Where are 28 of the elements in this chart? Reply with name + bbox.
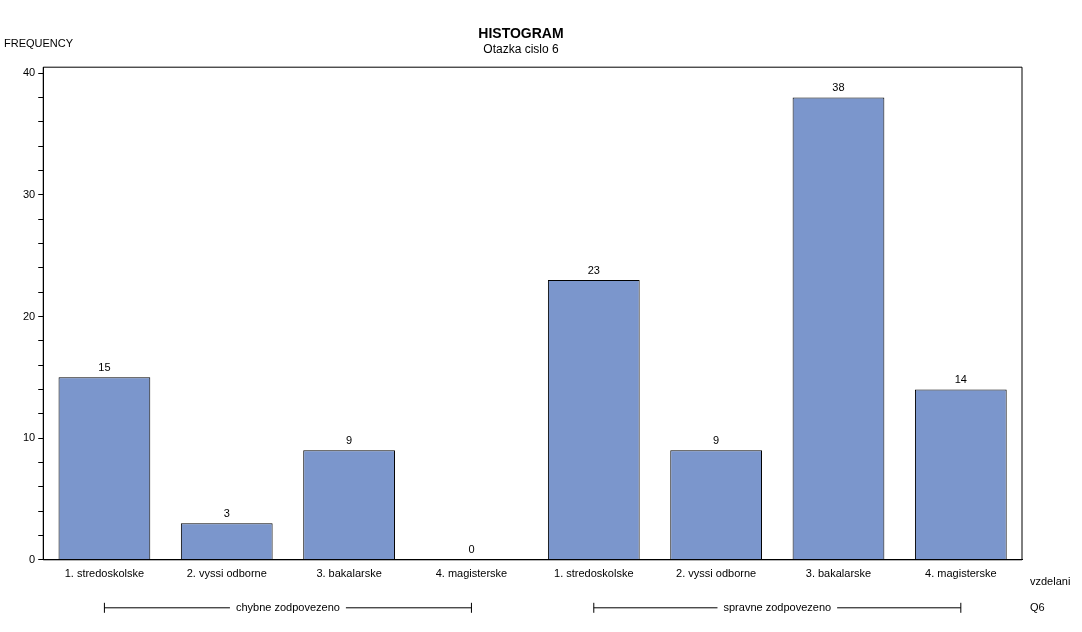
data-label: 38 (832, 81, 845, 94)
x-tick-label: 1. stredoskolske (64, 567, 145, 580)
x-tick-label: 4. magisterske (435, 567, 508, 580)
x-tick-label: 1. stredoskolske (554, 567, 634, 580)
text: spravne zodpovezeno (723, 600, 832, 613)
x-tick-label: 3. bakalarske (805, 567, 872, 580)
y-tick-label: 40 (22, 66, 36, 79)
x-tick-label: 4. magisterske (925, 567, 997, 580)
text: chybne zodpovezeno (235, 600, 340, 613)
data-label: 14 (954, 373, 967, 386)
y-tick-label: 0 (29, 552, 36, 565)
y-tick-label: 30 (22, 187, 36, 200)
x-tick-label: 2. vyssi odborne (676, 567, 757, 580)
data-label: 9 (346, 433, 353, 446)
chart-title: HISTOGRAM (478, 25, 564, 42)
x-tick-label: 2. vyssi odborne (186, 567, 267, 580)
data-label: 3 (223, 506, 230, 519)
data-label: 23 (587, 263, 600, 276)
x-tick-label: 3. bakalarske (316, 567, 382, 580)
chart-subtitle: Otazka cislo 6 (483, 42, 559, 57)
data-label: 9 (713, 433, 720, 446)
y-tick-label: 20 (22, 309, 36, 322)
x-axis-title: vzdelani (1030, 574, 1071, 587)
y-axis-title: FREQUENCY (4, 36, 74, 49)
text: Q6 (1030, 600, 1045, 613)
data-label: 0 (468, 543, 475, 556)
y-tick-label: 10 (22, 431, 36, 444)
data-label: 15 (98, 360, 111, 373)
